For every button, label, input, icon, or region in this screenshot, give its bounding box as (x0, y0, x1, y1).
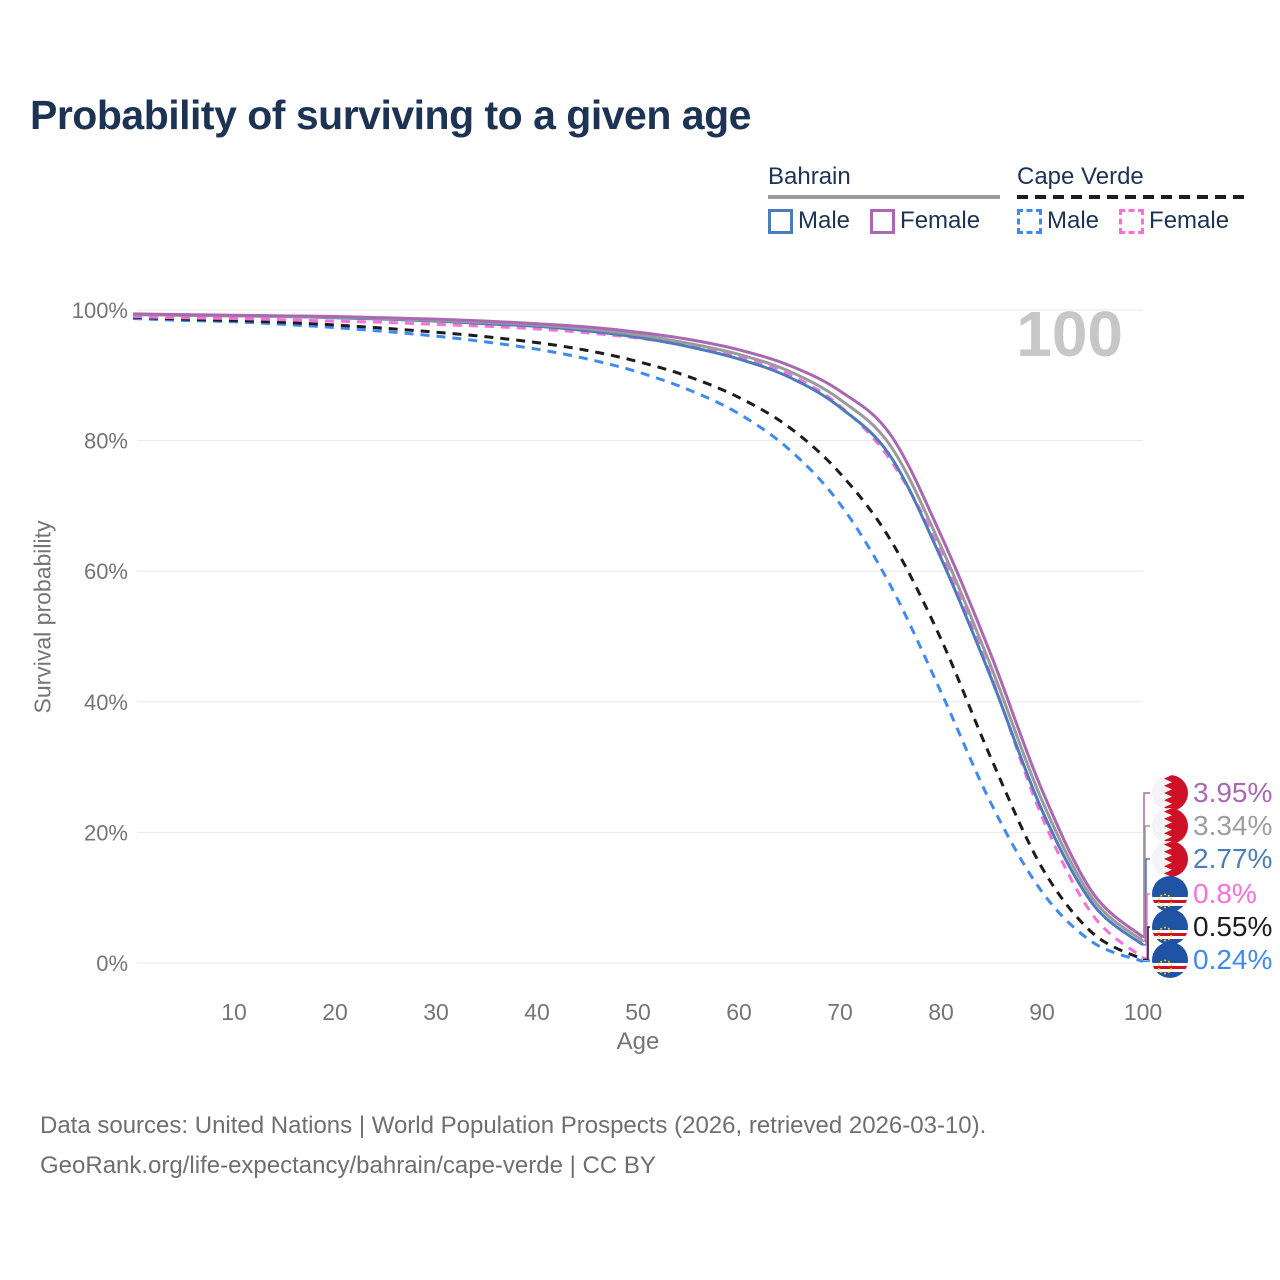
end-label-connector (1143, 959, 1150, 963)
end-value-label: 2.77% (1193, 843, 1273, 874)
x-tick-label: 10 (221, 999, 247, 1025)
cape-verde-flag-icon (1152, 909, 1188, 945)
x-axis-title: Age (616, 1028, 660, 1055)
cape-verde-male-swatch-icon (1017, 208, 1042, 234)
end-label-cape-verde: 0.55% (1152, 909, 1272, 945)
end-value-label: 3.95% (1193, 777, 1273, 808)
x-tick-label: 60 (726, 999, 752, 1025)
series-line-bahrain-female[interactable] (132, 312, 1144, 939)
bahrain-flag-icon (1152, 775, 1188, 811)
cape-verde-flag-icon (1152, 942, 1188, 978)
legend-line-sample-solid (768, 195, 1001, 199)
x-tick-label: 50 (625, 999, 651, 1025)
attribution-link[interactable]: GeoRank.org/life-expectancy/bahrain/cape… (40, 1152, 656, 1179)
series-line-bahrain-male[interactable] (132, 313, 1144, 947)
bahrain-flag-icon (1152, 841, 1188, 877)
legend-label: Female (1149, 207, 1230, 234)
x-tick-label: 30 (423, 999, 449, 1025)
x-tick-label: 100 (1124, 999, 1162, 1025)
series-line-cape-verde-female[interactable] (132, 315, 1144, 959)
end-label-connector (1143, 825, 1150, 942)
end-label-cape-verde-female: 0.8% (1152, 876, 1257, 912)
cape-verde-flag-icon (1152, 876, 1188, 912)
end-label-bahrain-male: 2.77% (1152, 841, 1272, 877)
end-value-label: 0.8% (1193, 878, 1257, 909)
legend-label: Female (900, 207, 981, 234)
bahrain-female-swatch-icon (870, 208, 896, 234)
y-tick-label: 60% (84, 559, 128, 584)
end-value-label: 0.55% (1193, 911, 1273, 942)
x-tick-label: 80 (928, 999, 954, 1025)
end-label-bahrain-female: 3.95% (1152, 775, 1272, 811)
y-tick-label: 80% (84, 429, 128, 454)
end-label-connector (1143, 893, 1150, 959)
y-tick-label: 40% (84, 690, 128, 715)
x-tick-label: 40 (524, 999, 550, 1025)
cape-verde-female-swatch-icon (1119, 208, 1145, 234)
legend-item-cape-verde-male[interactable]: Male (1017, 207, 1099, 235)
series-line-cape-verde[interactable] (132, 315, 1144, 961)
y-tick-label: 20% (84, 820, 128, 845)
data-source-note: Data sources: United Nations | World Pop… (40, 1112, 987, 1139)
legend-item-cape-verde-female[interactable]: Female (1119, 207, 1229, 235)
age-indicator: 100 (1016, 298, 1123, 370)
legend-line-sample-dashed (1017, 195, 1250, 199)
legend-title-cape-verde[interactable]: Cape Verde (1017, 163, 1144, 190)
y-tick-label: 100% (72, 298, 128, 323)
page-title: Probability of surviving to a given age (30, 92, 751, 138)
end-label-bahrain: 3.34% (1152, 808, 1272, 844)
x-tick-label: 20 (322, 999, 348, 1025)
legend-group-cape-verde: Cape Verde Male Female (1017, 163, 1250, 235)
bahrain-male-swatch-icon (768, 208, 793, 234)
end-label-connector (1143, 792, 1150, 938)
end-label-connector (1143, 858, 1150, 946)
bahrain-flag-icon (1152, 808, 1188, 844)
legend-label: Male (798, 207, 851, 234)
legend-label: Male (1047, 207, 1100, 234)
legend-item-bahrain-female[interactable]: Female (870, 207, 980, 235)
x-tick-label: 70 (827, 999, 853, 1025)
end-value-label: 3.34% (1193, 810, 1273, 841)
legend-group-bahrain: Bahrain Male Female (768, 163, 1001, 235)
series-line-bahrain[interactable] (132, 313, 1144, 943)
end-value-label: 0.24% (1193, 944, 1273, 975)
legend-item-bahrain-male[interactable]: Male (768, 207, 850, 235)
end-label-connector (1143, 926, 1150, 961)
series-line-cape-verde-male[interactable] (132, 317, 1144, 963)
y-axis-title: Survival probability (29, 520, 56, 714)
end-label-cape-verde-male: 0.24% (1152, 942, 1272, 978)
legend-title-bahrain[interactable]: Bahrain (768, 163, 851, 190)
y-tick-label: 0% (96, 951, 128, 976)
x-tick-label: 90 (1029, 999, 1055, 1025)
